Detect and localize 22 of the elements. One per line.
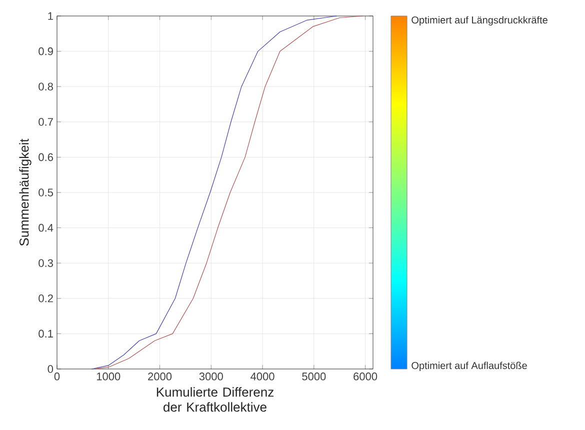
text: Optimiert auf Auflaufstöße <box>412 362 527 372</box>
x-tick-label: 4000 <box>250 372 274 380</box>
y-tick-label: 0.9 <box>38 47 53 56</box>
y-tick-label: 0.2 <box>38 294 53 302</box>
x-tick-label: 2000 <box>148 372 172 380</box>
y-tick-label: 0.4 <box>38 224 54 232</box>
x-tick-label: 1000 <box>96 372 120 380</box>
x-tick-label: 5000 <box>302 372 326 380</box>
x-tick-label: 0 <box>54 372 60 380</box>
y-tick-label: 0.8 <box>38 82 53 90</box>
y-tick-label: 1 <box>48 12 53 20</box>
y-axis-title: Summenhäufigkeit <box>19 138 32 246</box>
y-tick-label: 0.3 <box>38 259 53 267</box>
x-tick-label: 3000 <box>199 372 223 380</box>
y-tick-label: 0.6 <box>38 153 53 162</box>
y-tick-label: 0.7 <box>38 118 53 126</box>
x-tick-label: 6000 <box>354 372 378 380</box>
y-tick-label: 0 <box>48 365 54 373</box>
x-axis-title: Kumulierte Differenz der Kraftkollektive <box>156 387 274 412</box>
y-tick-label: 0.1 <box>38 330 53 338</box>
text: Optimiert auf Längsdruckkräfte <box>412 16 548 26</box>
y-tick-label: 0.5 <box>38 188 54 196</box>
